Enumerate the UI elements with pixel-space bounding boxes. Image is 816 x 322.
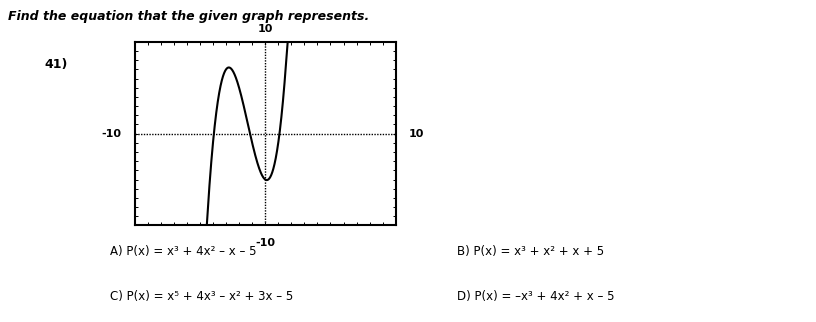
- Text: -10: -10: [255, 238, 275, 248]
- Text: D) P(x) = –x³ + 4x² + x – 5: D) P(x) = –x³ + 4x² + x – 5: [457, 290, 614, 303]
- Text: C) P(x) = x⁵ + 4x³ – x² + 3x – 5: C) P(x) = x⁵ + 4x³ – x² + 3x – 5: [110, 290, 294, 303]
- Text: Find the equation that the given graph represents.: Find the equation that the given graph r…: [8, 10, 370, 23]
- Text: B) P(x) = x³ + x² + x + 5: B) P(x) = x³ + x² + x + 5: [457, 245, 604, 258]
- Text: 10: 10: [258, 24, 273, 33]
- Text: 41): 41): [45, 58, 69, 71]
- Text: A) P(x) = x³ + 4x² – x – 5: A) P(x) = x³ + 4x² – x – 5: [110, 245, 257, 258]
- Text: -10: -10: [101, 128, 122, 139]
- Text: 10: 10: [409, 128, 424, 139]
